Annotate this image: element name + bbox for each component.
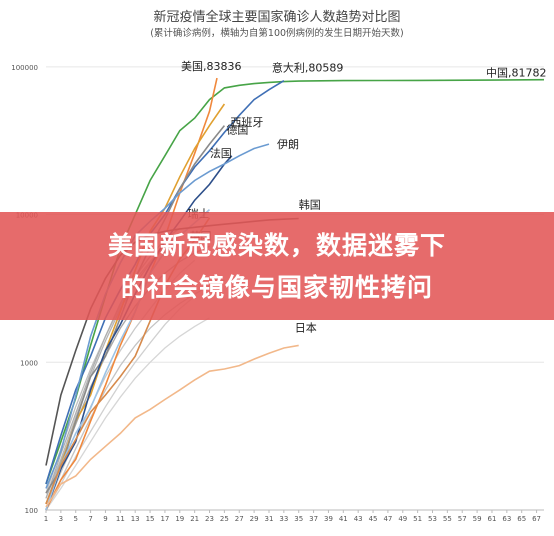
x-tick-label: 7 [88,515,92,523]
x-tick-label: 13 [131,515,140,523]
x-tick-label: 29 [250,515,259,523]
series-label-伊朗: 伊朗 [277,138,299,151]
background-series-line [45,317,210,511]
y-tick-label: 100000 [11,64,38,72]
x-tick-label: 31 [265,515,274,523]
series-line-日本 [45,344,299,508]
x-tick-label: 51 [413,515,422,523]
x-tick-label: 61 [488,515,497,523]
x-tick-label: 65 [517,515,526,523]
y-tick-label: 1000 [20,359,38,367]
headline-line-1: 美国新冠感染数，数据迷雾下 [107,231,446,260]
series-label-意大利: 意大利,80589 [272,61,344,75]
x-tick-label: 15 [146,515,155,523]
series-line-中国 [45,78,545,485]
x-tick-label: 47 [383,515,392,523]
x-tick-label: 45 [369,515,378,523]
x-tick-label: 27 [235,515,244,523]
y-tick-label: 100 [25,507,38,515]
series-label-韩国: 韩国 [299,198,321,212]
x-tick-label: 63 [502,515,511,523]
x-tick-label: 19 [175,515,184,523]
x-tick-label: 9 [103,515,107,523]
x-tick-label: 55 [443,515,452,523]
x-tick-label: 5 [73,515,77,523]
x-tick-label: 43 [354,515,363,523]
headline-line-2: 的社会镜像与国家韧性拷问 [120,273,433,302]
x-tick-label: 3 [59,515,63,523]
x-tick-label: 57 [458,515,467,523]
x-tick-label: 49 [398,515,407,523]
x-tick-label: 67 [532,515,541,523]
x-tick-label: 41 [339,515,348,523]
x-tick-label: 1 [44,515,48,523]
headline-banner [0,212,554,320]
chart-subtitle: (累计确诊病例，横轴为自第100例病例的发生日期开始天数) [150,28,404,39]
x-tick-label: 17 [160,515,169,523]
x-tick-label: 33 [279,515,288,523]
x-tick-label: 25 [220,515,229,523]
x-tick-label: 37 [309,515,318,523]
x-tick-label: 11 [116,515,125,523]
series-label-美国: 美国,83836 [181,60,242,73]
series-label-中国: 中国,81782 [486,67,547,80]
series-label-日本: 日本 [295,320,317,334]
series-label-法国: 法国 [210,146,232,160]
x-tick-label: 21 [190,515,199,523]
x-tick-label: 53 [428,515,437,523]
chart-title: 新冠疫情全球主要国家确诊人数趋势对比图 [153,10,401,25]
x-tick-label: 23 [205,515,214,523]
x-tick-label: 59 [473,515,482,523]
x-tick-label: 35 [294,515,303,523]
series-label-德国: 德国 [226,123,248,137]
series-label-西班牙: 西班牙 [230,116,263,129]
x-tick-label: 39 [324,515,333,523]
